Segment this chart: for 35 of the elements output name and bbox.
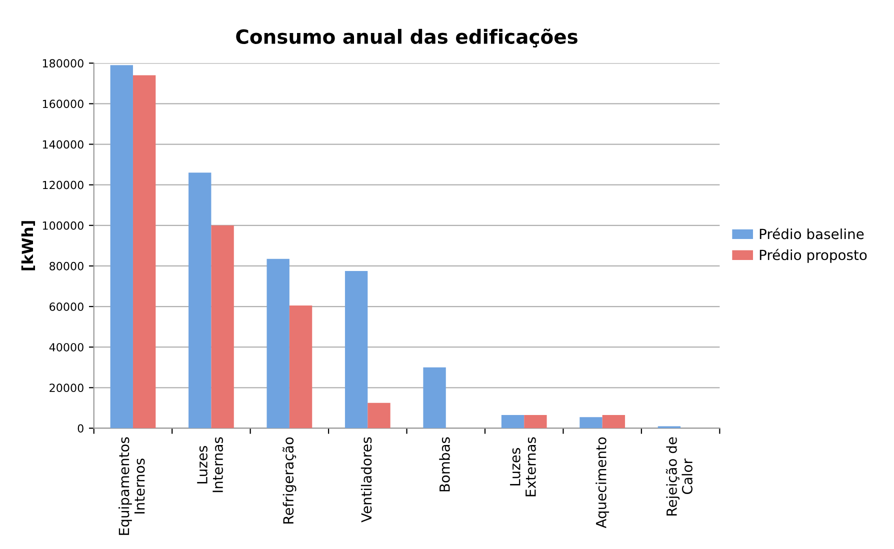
- bar: [132, 75, 156, 428]
- bar: [501, 415, 524, 428]
- y-tick-label: 40000: [49, 343, 84, 352]
- y-tick-label: 100000: [42, 221, 84, 230]
- bar: [602, 415, 626, 428]
- y-tick-label: 80000: [50, 262, 84, 270]
- bar: [211, 225, 234, 428]
- bar: [423, 367, 446, 428]
- y-tick-label: 180000: [42, 59, 84, 68]
- y-tick-label: 20000: [50, 384, 84, 392]
- x-tick-label: Equipamentos Internos: [118, 437, 145, 535]
- x-tick-label: Luzes Internas: [197, 437, 224, 492]
- y-axis-title: [kWh]: [21, 221, 36, 270]
- bar: [110, 65, 133, 428]
- y-tick-label: 160000: [42, 100, 84, 108]
- chart-title: Consumo anual das edificações: [236, 28, 578, 48]
- bar: [344, 271, 368, 428]
- bar: [580, 417, 602, 428]
- x-tick-label: Ventiladores: [360, 437, 372, 522]
- legend-label: Prédio proposto: [760, 248, 867, 263]
- x-tick-label: Bombas: [439, 437, 450, 492]
- bar: [266, 258, 290, 428]
- y-tick-label: 140000: [42, 140, 84, 149]
- x-tick-label: Aquecimento: [596, 437, 610, 528]
- y-tick-label: 60000: [50, 302, 84, 311]
- bar: [368, 402, 390, 428]
- x-tick-label: Refrigeração: [282, 437, 296, 524]
- x-tick-label: Luzes Externas: [510, 437, 536, 496]
- y-tick-label: 120000: [42, 180, 84, 190]
- bar: [524, 415, 547, 428]
- legend-label: Prédio baseline: [760, 228, 864, 240]
- bar: [289, 306, 312, 428]
- x-tick-label: Rejeição de Calor: [666, 437, 692, 516]
- y-tick-label: 0: [78, 424, 84, 433]
- bar: [188, 172, 212, 428]
